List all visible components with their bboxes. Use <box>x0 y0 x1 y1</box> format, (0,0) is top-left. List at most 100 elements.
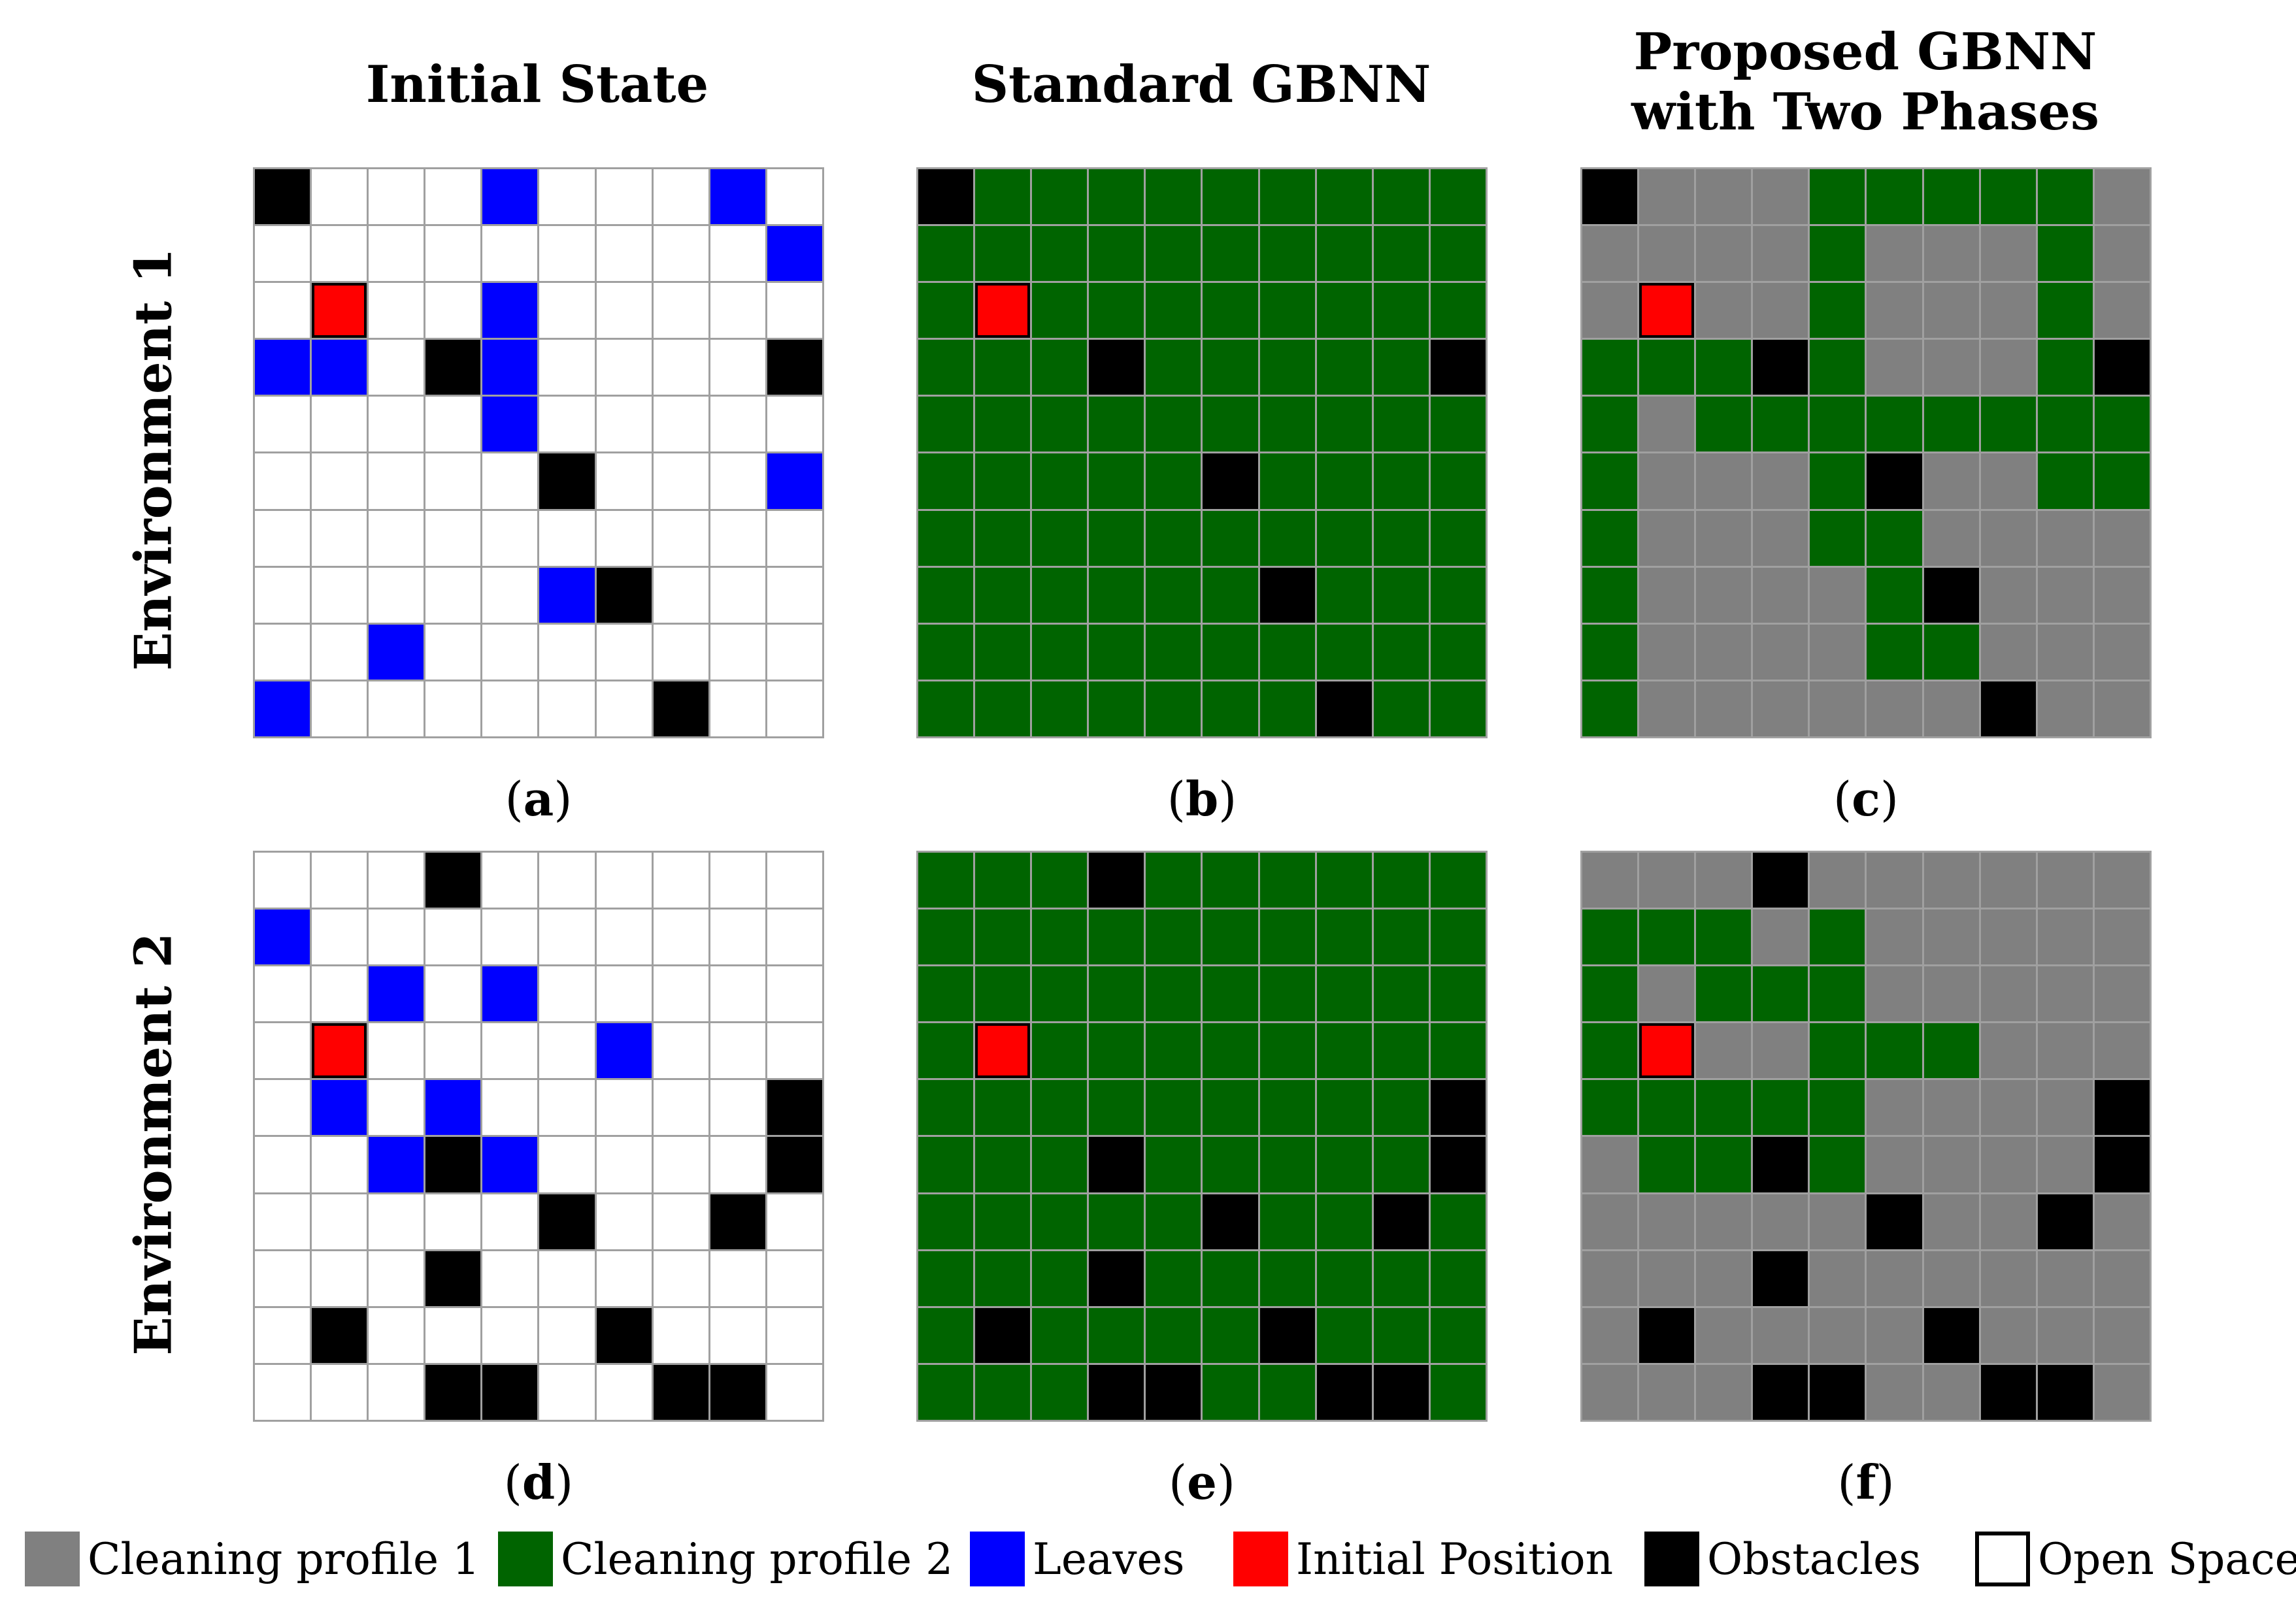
cleaning-profile-1-cell <box>1923 1364 1979 1420</box>
cleaning-profile-2-cell <box>2037 283 2093 338</box>
obstacle-cell <box>1753 340 1808 395</box>
open-space-cell <box>312 1364 367 1420</box>
cleaning-profile-2-cell <box>1259 1194 1315 1249</box>
cleaning-profile-2-cell <box>1867 1023 1922 1079</box>
leaves-cell <box>482 340 538 395</box>
cleaning-profile-1-cell <box>2037 1137 2093 1192</box>
cleaning-profile-1-cell <box>1810 1251 1865 1306</box>
cleaning-profile-2-cell <box>1203 226 1258 282</box>
obstacle-cell <box>425 1137 481 1192</box>
cleaning-profile-2-cell <box>1430 453 1486 509</box>
obstacle-cell <box>1316 1364 1372 1420</box>
cleaning-profile-2-cell <box>1582 1023 1638 1079</box>
open-space-cell <box>539 624 595 680</box>
cleaning-profile-2-cell <box>1582 453 1638 509</box>
cleaning-profile-2-cell <box>1430 1307 1486 1363</box>
cleaning-profile-2-cell <box>1259 283 1315 338</box>
cleaning-profile-1-cell <box>1867 910 1922 965</box>
open-space-cell <box>255 853 310 908</box>
cleaning-profile-2-cell <box>918 681 974 736</box>
cleaning-profile-1-cell <box>1753 681 1808 736</box>
open-space-cell <box>425 1194 481 1249</box>
cleaning-profile-2-cell <box>975 1194 1031 1249</box>
cleaning-profile-2-cell <box>1696 910 1752 965</box>
cleaning-profile-1-cell <box>1980 1194 2036 1249</box>
cleaning-profile-2-cell <box>1259 1251 1315 1306</box>
cleaning-profile-2-cell <box>1259 397 1315 452</box>
open-space-cell <box>312 567 367 623</box>
cleaning-profile-2-cell <box>1810 1023 1865 1079</box>
initial-position-cell <box>975 283 1031 338</box>
obstacle-cell <box>1089 340 1144 395</box>
cleaning-profile-2-cell <box>1146 226 1201 282</box>
obstacle-cell <box>1582 169 1638 225</box>
obstacle-cell <box>2094 340 2150 395</box>
cleaning-profile-2-cell <box>1203 567 1258 623</box>
cleaning-profile-1-cell <box>2037 681 2093 736</box>
open-space-cell <box>369 1307 424 1363</box>
cleaning-profile-1-cell <box>1810 567 1865 623</box>
obstacle-cell <box>2094 1137 2150 1192</box>
cleaning-profile-1-cell <box>1923 1194 1979 1249</box>
cleaning-profile-2-cell <box>1316 1080 1372 1136</box>
cleaning-profile-2-cell <box>1259 681 1315 736</box>
cleaning-profile-1-cell <box>1810 624 1865 680</box>
legend-label: Leaves <box>1033 1533 1185 1584</box>
cleaning-profile-1-cell <box>1639 853 1695 908</box>
open-space-cell <box>596 169 652 225</box>
cleaning-profile-2-cell <box>975 397 1031 452</box>
cleaning-profile-2-cell <box>1259 1364 1315 1420</box>
cleaning-profile-1-cell <box>1639 397 1695 452</box>
cleaning-profile-1-cell <box>1696 1251 1752 1306</box>
open-space-cell <box>596 226 652 282</box>
open-space-cell <box>653 1307 708 1363</box>
obstacle-cell <box>1089 1251 1144 1306</box>
cleaning-profile-2-cell <box>1259 1080 1315 1136</box>
cleaning-profile-2-cell <box>1753 1080 1808 1136</box>
leaves-cell <box>710 169 765 225</box>
open-space-cell <box>255 966 310 1022</box>
cleaning-profile-2-cell <box>1316 910 1372 965</box>
cleaning-profile-2-cell <box>1373 510 1429 566</box>
cleaning-profile-2-cell <box>1430 397 1486 452</box>
legend-swatch <box>1233 1532 1288 1586</box>
cleaning-profile-1-cell <box>1923 1080 1979 1136</box>
open-space-cell <box>596 1080 652 1136</box>
cleaning-profile-2-cell <box>1373 1023 1429 1079</box>
cleaning-profile-2-cell <box>1089 1307 1144 1363</box>
open-space-cell <box>482 453 538 509</box>
cleaning-profile-2-cell <box>1810 226 1865 282</box>
open-space-cell <box>482 1023 538 1079</box>
obstacle-cell <box>1980 1364 2036 1420</box>
cleaning-profile-1-cell <box>1867 283 1922 338</box>
cleaning-profile-1-cell <box>1582 1137 1638 1192</box>
open-space-cell <box>369 283 424 338</box>
cleaning-profile-2-cell <box>1316 226 1372 282</box>
cleaning-profile-2-cell <box>1203 397 1258 452</box>
cleaning-profile-2-cell <box>918 453 974 509</box>
cleaning-profile-1-cell <box>1867 681 1922 736</box>
cleaning-profile-2-cell <box>1316 453 1372 509</box>
cleaning-profile-2-cell <box>1146 1307 1201 1363</box>
cleaning-profile-1-cell <box>1980 1080 2036 1136</box>
cleaning-profile-1-cell <box>1639 681 1695 736</box>
obstacle-cell <box>767 1080 822 1136</box>
open-space-cell <box>596 283 652 338</box>
cleaning-profile-1-cell <box>1980 1251 2036 1306</box>
cleaning-profile-1-cell <box>2037 966 2093 1022</box>
cleaning-profile-2-cell <box>1373 1137 1429 1192</box>
open-space-cell <box>312 1251 367 1306</box>
legend-swatch <box>1975 1532 2030 1586</box>
cleaning-profile-2-cell <box>1316 1194 1372 1249</box>
cleaning-profile-2-cell <box>1867 169 1922 225</box>
cleaning-profile-2-cell <box>1146 510 1201 566</box>
cleaning-profile-1-cell <box>1867 1080 1922 1136</box>
cleaning-profile-2-cell <box>1430 567 1486 623</box>
cleaning-profile-1-cell <box>1923 340 1979 395</box>
cleaning-profile-2-cell <box>1430 169 1486 225</box>
cleaning-profile-2-cell <box>2094 397 2150 452</box>
obstacle-cell <box>1430 1137 1486 1192</box>
cleaning-profile-1-cell <box>1923 226 1979 282</box>
cleaning-profile-1-cell <box>1923 966 1979 1022</box>
cleaning-profile-2-cell <box>1639 1137 1695 1192</box>
